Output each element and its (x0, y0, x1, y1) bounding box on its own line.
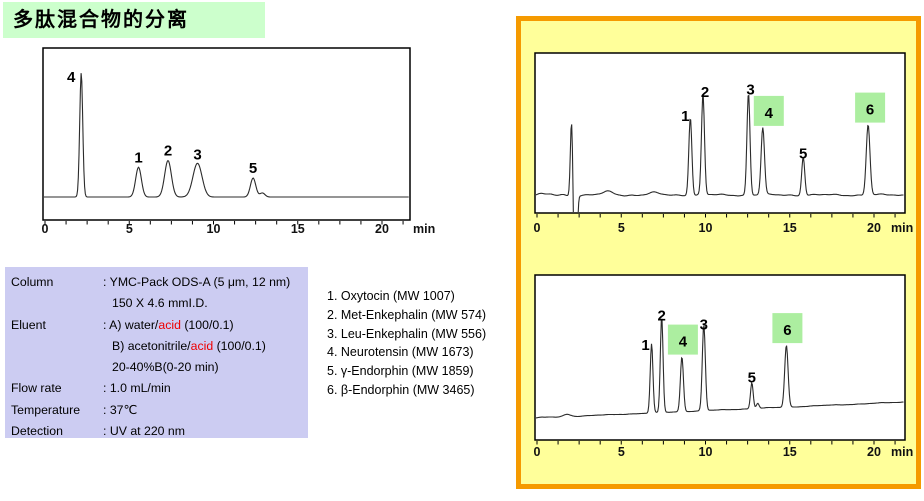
peak-label-2: 2 (164, 143, 172, 160)
condition-row: Eluent : A) water/acid (100/0.1) (11, 315, 308, 336)
peptide-item: 6. β-Endorphin (MW 3465) (327, 382, 475, 397)
x-tick-label: 20 (375, 222, 389, 236)
x-tick-label: 10 (207, 222, 221, 236)
x-tick-label: 5 (126, 222, 133, 236)
condition-label: Eluent (11, 317, 46, 332)
chromatogram-hcl: HCl (TPSAMP.1\05082212.D) 05101520min124… (517, 267, 924, 472)
peak-label-2: 2 (701, 84, 709, 101)
x-tick-label: 5 (618, 445, 625, 459)
plot-area (534, 274, 906, 441)
signal-trace (536, 318, 904, 419)
plot-area (42, 47, 411, 221)
condition-value: 150 X 4.6 mmI.D. (112, 296, 208, 311)
condition-value: 20-40%B(0-20 min) (112, 360, 219, 375)
peak-label-3: 3 (193, 146, 201, 163)
signal-trace (536, 94, 904, 212)
condition-row: Column : YMC-Pack ODS-A (5 μm, 12 nm) (11, 272, 308, 293)
peak-highlight-box (855, 92, 886, 123)
x-tick-label: 20 (867, 445, 881, 459)
condition-row: 20-40%B(0-20 min) (11, 357, 308, 378)
x-tick-label: 5 (618, 221, 625, 235)
x-axis-unit: min (413, 222, 435, 236)
peak-label-2: 2 (658, 308, 666, 325)
peak-highlight-box (772, 313, 803, 344)
peak-label-1: 1 (681, 108, 689, 125)
peak-label-4: 4 (679, 334, 688, 351)
peak-label-4: 4 (765, 105, 774, 122)
condition-row: Detection : UV at 220 nm (11, 421, 308, 442)
condition-label: Column (11, 275, 54, 289)
condition-value: : YMC-Pack ODS-A (5 μm, 12 nm) (103, 275, 291, 289)
chromatogram-tfa: TFA (TPSAMP.1\05082304.D) 05101520min123… (517, 45, 924, 245)
peak-label-6: 6 (783, 322, 791, 339)
x-tick-label: 20 (867, 221, 881, 235)
chromatogram-no-additive: 无添加剂 6. Not eluted (TPSAMP.1\05082302.D)… (20, 42, 440, 244)
condition-label: Temperature (11, 402, 81, 417)
peptide-item: 3. Leu-Enkephalin (MW 556) (327, 326, 487, 341)
condition-row: Flow rate : 1.0 mL/min (11, 378, 308, 399)
peak-label-1: 1 (134, 149, 142, 166)
x-tick-label: 0 (42, 222, 49, 236)
x-tick-label: 0 (534, 445, 541, 459)
condition-row: 150 X 4.6 mmI.D. (11, 293, 308, 314)
condition-row: B) acetonitrile/acid (100/0.1) (11, 336, 308, 357)
x-axis-unit: min (891, 221, 913, 235)
condition-value: : A) water/acid (100/0.1) (103, 317, 234, 332)
plot-area (534, 52, 906, 214)
condition-label: Detection (11, 424, 63, 439)
condition-value: B) acetonitrile/acid (100/0.1) (112, 338, 266, 353)
peptide-item: 5. γ-Endorphin (MW 1859) (327, 364, 474, 379)
x-tick-label: 10 (699, 221, 713, 235)
peak-label-3: 3 (700, 317, 708, 334)
peak-label-5: 5 (799, 146, 807, 163)
x-tick-label: 15 (783, 221, 797, 235)
peak-highlight-box (667, 324, 698, 355)
x-tick-label: 15 (783, 445, 797, 459)
peak-label-5: 5 (748, 370, 756, 387)
condition-value: : UV at 220 nm (103, 424, 186, 439)
x-tick-label: 10 (699, 445, 713, 459)
peak-label-6: 6 (866, 102, 874, 119)
peak-label-5: 5 (249, 160, 257, 177)
condition-row: Temperature : 37℃ (11, 400, 308, 421)
hplc-conditions-table: Column : YMC-Pack ODS-A (5 μm, 12 nm) 150 … (5, 267, 308, 438)
slide-title: 多肽混合物的分离 (3, 2, 265, 38)
chromatogram-plot-no_additive: 0 5 10 15 20 min 4 1 2 3 5 (42, 47, 435, 236)
x-axis-unit: min (891, 445, 913, 459)
peak-highlight-box (753, 95, 784, 126)
peak-label-3: 3 (746, 82, 754, 99)
signal-trace (44, 73, 409, 198)
condition-label: Flow rate (11, 381, 62, 396)
peptide-item: 4. Neurotensin (MW 1673) (327, 345, 474, 360)
peptide-item: 1. Oxytocin (MW 1007) (327, 289, 455, 303)
peptide-legend-list: 1. Oxytocin (MW 1007) 2. Met-Enkephalin (… (327, 287, 517, 400)
x-tick-label: 15 (291, 222, 305, 236)
peak-label-4: 4 (67, 69, 76, 86)
peptide-item: 2. Met-Enkephalin (MW 574) (327, 307, 487, 322)
condition-value: : 1.0 mL/min (103, 381, 171, 396)
condition-value: : 37℃ (103, 402, 138, 417)
x-tick-label: 0 (534, 221, 541, 235)
peak-label-1: 1 (641, 337, 649, 354)
